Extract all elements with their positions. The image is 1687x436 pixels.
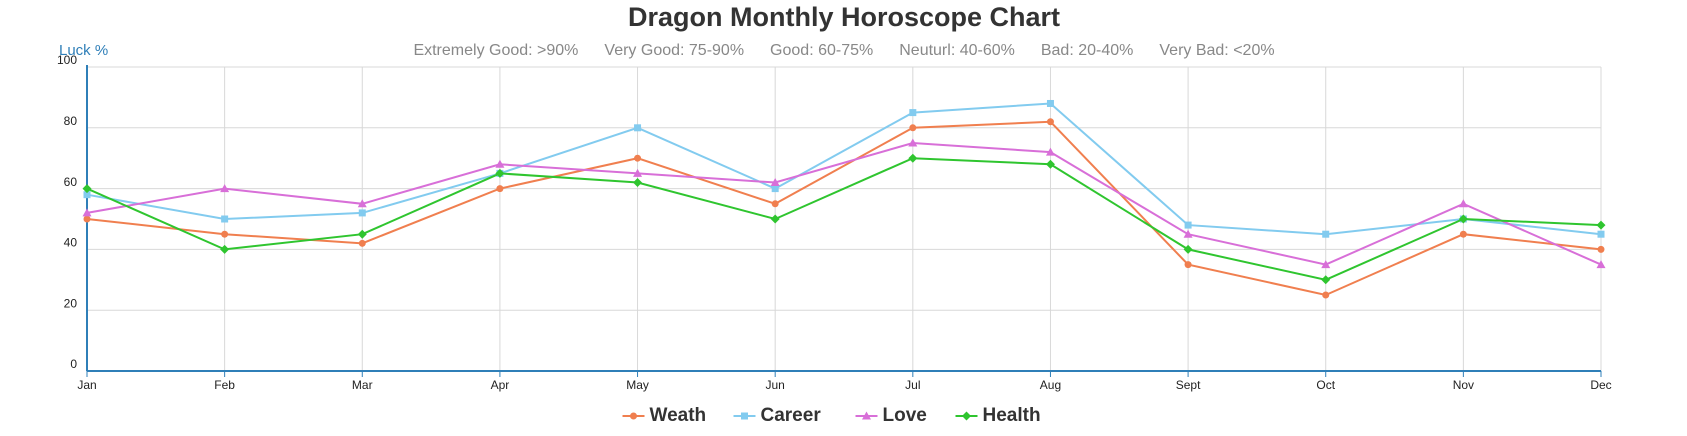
legend-label: Career: [761, 405, 822, 426]
marker: [1596, 260, 1606, 269]
series-line: [86, 141, 1602, 266]
marker: [1183, 244, 1193, 254]
marker: [770, 214, 780, 224]
marker: [1597, 245, 1605, 253]
x-tick-label: Dec: [1590, 378, 1611, 392]
chart-title: Dragon Monthly Horoscope Chart: [628, 2, 1060, 32]
marker: [909, 124, 917, 132]
marker: [908, 153, 918, 163]
marker: [1046, 99, 1054, 107]
marker: [862, 411, 871, 420]
marker: [495, 168, 505, 178]
marker: [909, 109, 917, 117]
marker: [1045, 159, 1055, 169]
marker: [357, 229, 367, 239]
marker: [1458, 214, 1468, 224]
marker: [495, 159, 505, 168]
marker: [1459, 230, 1467, 238]
subtitle-item: Very Good: 75-90%: [604, 42, 744, 59]
x-tick-label: Jun: [766, 378, 785, 392]
marker: [496, 185, 504, 193]
legend-label: Health: [983, 405, 1041, 426]
legend-label: Love: [883, 405, 927, 426]
marker: [770, 178, 780, 187]
marker: [1184, 261, 1192, 269]
marker: [220, 184, 230, 193]
subtitle-item: Neuturl: 40-60%: [899, 42, 1015, 59]
marker: [771, 200, 779, 208]
legend-label: Weath: [650, 405, 707, 426]
y-tick-label: 100: [57, 53, 77, 67]
series-line: [86, 120, 1602, 297]
marker: [221, 215, 229, 223]
marker: [1322, 291, 1330, 299]
subtitle-item: Very Bad: <20%: [1159, 42, 1274, 59]
y-tick-label: 60: [64, 175, 78, 189]
marker: [358, 239, 366, 247]
y-axis-label: Luck %: [59, 42, 108, 59]
marker: [1322, 230, 1330, 238]
marker: [358, 209, 366, 217]
x-tick-label: Oct: [1316, 378, 1335, 392]
marker: [908, 138, 918, 147]
marker: [1321, 260, 1331, 269]
y-tick-label: 0: [70, 357, 77, 371]
marker: [962, 411, 971, 421]
subtitle-item: Good: 60-75%: [770, 42, 873, 59]
marker: [221, 230, 229, 238]
subtitle: Extremely Good: >90% Very Good: 75-90% Goo…: [413, 42, 1274, 59]
marker: [1046, 118, 1054, 126]
y-tick-label: 20: [64, 296, 78, 310]
x-tick-label: May: [626, 378, 649, 392]
marker: [1458, 199, 1468, 208]
marker: [1184, 221, 1192, 229]
marker: [771, 185, 779, 193]
series-line: [86, 157, 1602, 281]
x-tick-label: Feb: [214, 378, 235, 392]
marker: [357, 199, 367, 208]
x-tick-label: Sept: [1176, 378, 1201, 392]
marker: [1045, 147, 1055, 156]
marker: [83, 215, 91, 223]
x-tick-label: Apr: [491, 378, 510, 392]
marker: [634, 124, 642, 132]
subtitle-item: Bad: 20-40%: [1041, 42, 1134, 59]
x-tick-label: Nov: [1453, 378, 1474, 392]
marker: [634, 154, 642, 162]
series-line: [86, 102, 1602, 236]
marker: [1183, 229, 1193, 238]
x-tick-label: Mar: [352, 378, 373, 392]
marker: [83, 191, 91, 199]
marker: [1321, 275, 1331, 285]
x-tick-label: Aug: [1040, 378, 1061, 392]
y-tick-label: 40: [64, 236, 78, 250]
marker: [1597, 230, 1605, 238]
marker: [633, 178, 643, 188]
x-tick-label: Jul: [905, 378, 920, 392]
marker: [630, 412, 637, 420]
marker: [633, 168, 643, 177]
marker: [741, 412, 748, 420]
marker: [82, 184, 92, 194]
y-tick-label: 80: [64, 114, 78, 128]
marker: [220, 244, 230, 254]
x-tick-label: Jan: [77, 378, 96, 392]
marker: [1596, 220, 1606, 230]
marker: [82, 208, 92, 217]
subtitle-item: Extremely Good: >90%: [413, 42, 578, 59]
